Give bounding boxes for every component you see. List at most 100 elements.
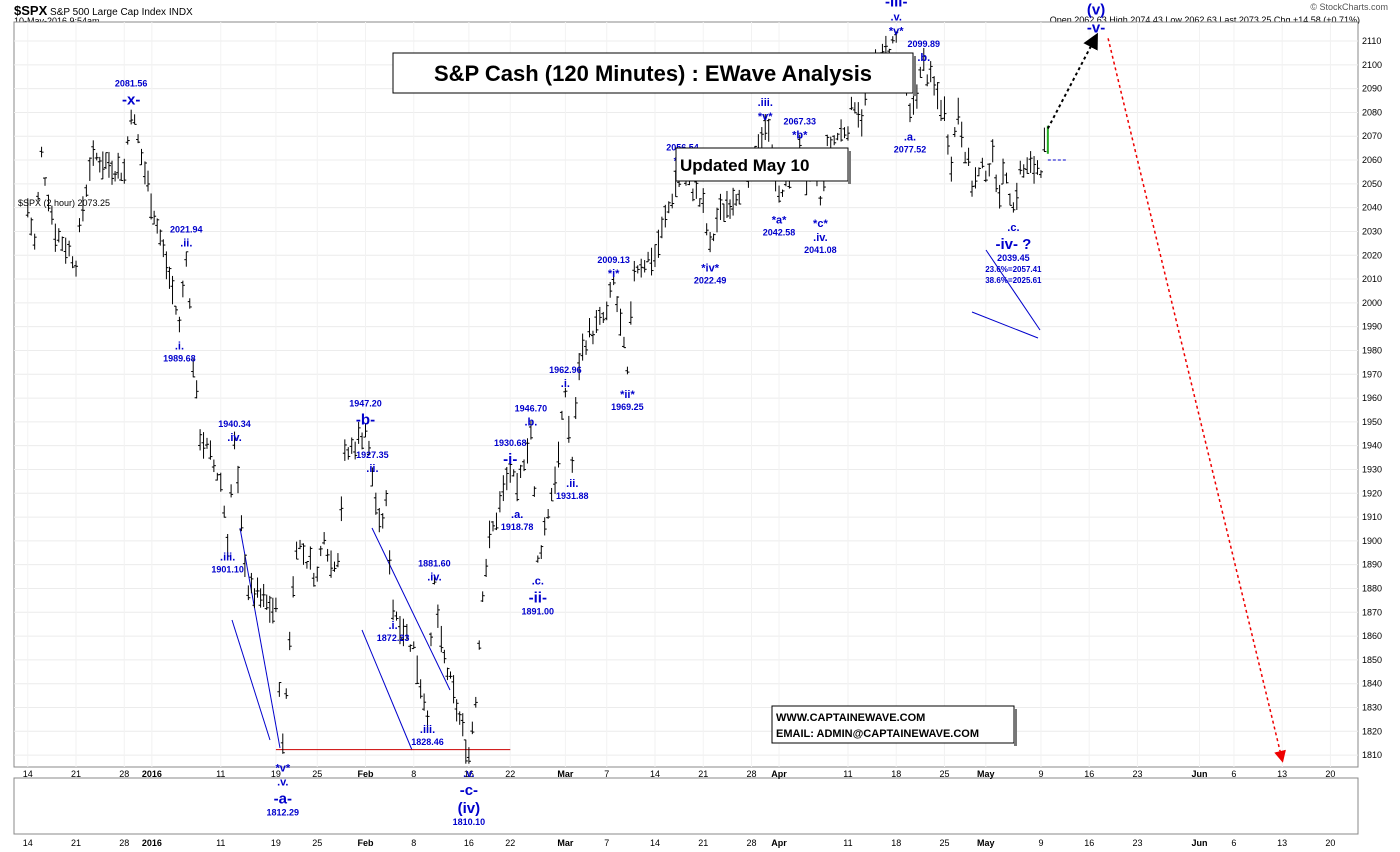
y-tick-label: 1940 xyxy=(1362,441,1382,451)
ohlc-bar xyxy=(825,134,830,147)
ohlc-bar xyxy=(477,640,482,650)
ohlc-bar xyxy=(959,121,964,148)
x-tick-label-lower: Mar xyxy=(557,838,574,848)
ohlc-bar xyxy=(84,184,89,197)
ohlc-bar xyxy=(515,472,520,502)
ohlc-bar xyxy=(74,260,79,277)
ohlc-bar xyxy=(60,236,65,252)
ohlc-bar xyxy=(318,545,323,557)
ohlc-bar xyxy=(167,266,172,289)
x-tick-label: 28 xyxy=(119,769,129,779)
ohlc-bar xyxy=(542,517,547,536)
wave-label: .ii. xyxy=(180,238,192,250)
ohlc-bar xyxy=(201,432,206,459)
chart-title: S&P Cash (120 Minutes) : EWave Analysis xyxy=(434,61,872,86)
ohlc-bar xyxy=(497,491,502,513)
y-tick-label: 1890 xyxy=(1362,560,1382,570)
ohlc-bar xyxy=(859,109,864,137)
y-tick-label: 1820 xyxy=(1362,726,1382,736)
ohlc-bar xyxy=(377,507,382,533)
x-tick-label: 2016 xyxy=(142,769,162,779)
ohlc-bar xyxy=(284,688,289,699)
ohlc-bar xyxy=(587,318,592,338)
ohlc-bar xyxy=(1007,193,1012,206)
ohlc-bar xyxy=(504,466,509,491)
ohlc-bar xyxy=(621,336,626,349)
wave-label: *a* xyxy=(772,215,787,227)
wave-label: 1969.25 xyxy=(611,402,644,412)
price-panel xyxy=(13,21,1359,768)
y-tick-label: 2030 xyxy=(1362,226,1382,236)
ohlc-bar xyxy=(370,467,375,487)
ohlc-bar xyxy=(839,119,844,142)
x-tick-label: Feb xyxy=(357,769,374,779)
ohlc-bar xyxy=(759,127,764,151)
ohlc-bar xyxy=(308,546,313,570)
projection-up-arrow xyxy=(1046,32,1098,129)
ohlc-bar xyxy=(580,333,585,361)
x-tick-label-lower: 21 xyxy=(71,838,81,848)
ohlc-bar xyxy=(535,555,540,563)
wave-label: (iv) xyxy=(458,800,481,817)
ohlc-bar xyxy=(267,595,272,623)
ohlc-bar xyxy=(842,127,847,139)
wave-label: -b- xyxy=(356,412,375,429)
wave-label: 2056.54 xyxy=(666,142,699,152)
ohlc-bar xyxy=(387,550,392,575)
info-box-shadow xyxy=(1014,709,1017,746)
x-tick-label-lower: 2016 xyxy=(142,838,162,848)
ohlc-bar xyxy=(439,625,444,653)
ohlc-bar xyxy=(608,281,613,298)
wave-label: *b* xyxy=(792,130,808,142)
wave-label: -v- xyxy=(1087,19,1105,36)
y-tick-label: 1870 xyxy=(1362,607,1382,617)
info-email: EMAIL: ADMIN@CAPTAINEWAVE.COM xyxy=(776,728,979,740)
ohlc-bar xyxy=(457,711,462,725)
ohlc-bar xyxy=(184,251,189,267)
ohlc-bar xyxy=(91,140,96,166)
x-tick-label: 16 xyxy=(464,769,474,779)
ohlc-bar xyxy=(155,218,160,234)
ohlc-bar xyxy=(990,139,995,163)
ohlc-bar xyxy=(928,61,933,83)
wave-label: *v* xyxy=(275,763,290,775)
wave-label: 1872.23 xyxy=(377,633,410,643)
ohlc-bar xyxy=(43,177,48,186)
ohlc-bar xyxy=(132,114,137,125)
ohlc-bar xyxy=(287,631,292,651)
exchange: INDX xyxy=(168,7,193,18)
ohlc-bar xyxy=(404,623,409,640)
x-tick-label-lower: 22 xyxy=(505,838,515,848)
y-tick-label: 1970 xyxy=(1362,369,1382,379)
wave-label: -c- xyxy=(460,782,478,799)
ohlc-bar xyxy=(480,591,485,602)
projections xyxy=(1046,32,1286,763)
ohlc-bar xyxy=(53,223,58,252)
ohlc-bar xyxy=(249,572,254,594)
ohlc-bar xyxy=(142,161,147,185)
wave-label: 1828.46 xyxy=(411,737,444,747)
wave-label: -iv- ? xyxy=(995,236,1031,253)
ohlc-bar xyxy=(277,682,282,697)
wave-label: -a- xyxy=(274,791,292,808)
ohlc-bar xyxy=(528,420,533,440)
ohlc-bar xyxy=(252,588,257,608)
wave-label: *iv* xyxy=(701,262,719,274)
ohlc-bar xyxy=(273,597,278,613)
ohlc-bar xyxy=(332,561,337,572)
wave-label: 23.6%=2057.41 xyxy=(985,265,1042,274)
ohlc-bar xyxy=(908,103,912,123)
ohlc-bar xyxy=(553,466,558,494)
ohlc-bar xyxy=(704,223,709,236)
x-tick-label-lower: 16 xyxy=(1084,838,1094,848)
ohlc-bar xyxy=(1004,172,1009,184)
y-tick-label: 2070 xyxy=(1362,131,1382,141)
ohlc-bar xyxy=(418,679,423,699)
x-tick-label-lower: 11 xyxy=(216,838,225,848)
ohlc-bar xyxy=(715,207,720,233)
ohlc-bar xyxy=(451,675,456,704)
ohlc-bar xyxy=(301,543,306,565)
x-tick-label-lower: 14 xyxy=(23,838,33,848)
ohlc-bar xyxy=(173,305,178,315)
